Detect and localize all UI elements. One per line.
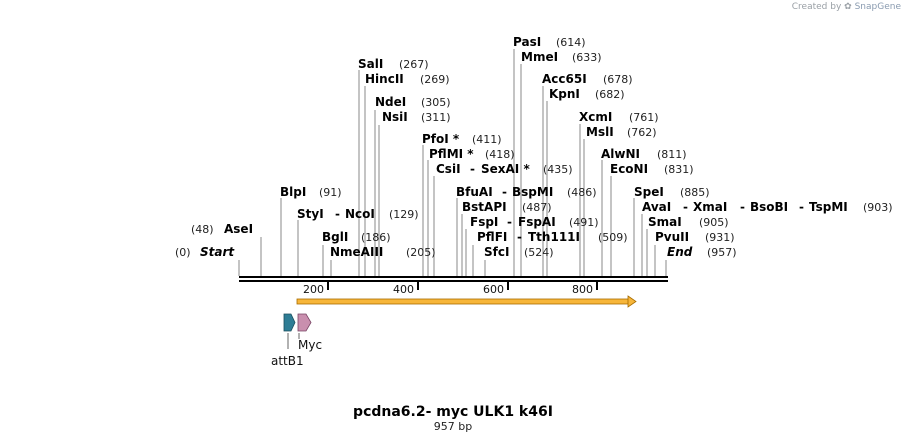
pfoi-pos: (411): [472, 133, 502, 146]
ncoi-label[interactable]: NcoI: [345, 207, 375, 221]
bsobi-separator: -: [799, 200, 804, 214]
plasmid-title: pcdna6.2- myc ULK1 k46I: [353, 404, 553, 420]
snapgene-credit: Created by ✿ SnapGene: [791, 2, 901, 12]
bstapi-label[interactable]: BstAPI: [462, 200, 507, 214]
end-pos: (957): [707, 246, 737, 259]
sali-label[interactable]: SalI: [358, 57, 383, 71]
hincii-label[interactable]: HincII: [365, 72, 404, 86]
sexai-pos: (435): [543, 163, 573, 176]
ruler-ticks: [327, 282, 598, 290]
styi-label[interactable]: StyI: [297, 207, 324, 221]
styi-separator: -: [335, 207, 340, 221]
bspmi-pos: (486): [567, 186, 597, 199]
sfci-pos: (524): [524, 246, 554, 259]
xmai-separator: -: [740, 200, 745, 214]
fspai-label[interactable]: FspAI: [518, 215, 556, 229]
spei-label[interactable]: SpeI: [634, 185, 664, 199]
econi-label[interactable]: EcoNI: [610, 162, 648, 176]
mmei-label[interactable]: MmeI: [521, 50, 558, 64]
start-label: Start: [200, 245, 235, 259]
kpni-label[interactable]: KpnI: [549, 87, 580, 101]
plasmid-length: 957 bp: [434, 420, 472, 433]
blpi-label[interactable]: BlpI: [280, 185, 306, 199]
csii-label[interactable]: CsiI: [436, 162, 461, 176]
leader-lines: [238, 49, 667, 276]
pflfi-separator: -: [517, 230, 522, 244]
alwni-pos: (811): [657, 148, 687, 161]
pflfi-label[interactable]: PflFI: [477, 230, 507, 244]
pflmi-label[interactable]: PflMI *: [429, 147, 474, 161]
acc65i-label[interactable]: Acc65I: [542, 72, 587, 86]
xmai-label[interactable]: XmaI: [693, 200, 727, 214]
smai-label[interactable]: SmaI: [648, 215, 682, 229]
pasi-label[interactable]: PasI: [513, 35, 541, 49]
kpni-pos: (682): [595, 88, 625, 101]
bstapi-pos: (487): [522, 201, 552, 214]
ruler-label-200: 200: [303, 283, 324, 296]
tspmi-label[interactable]: TspMI: [809, 200, 848, 214]
fspai-pos: (491): [569, 216, 599, 229]
ndei-label[interactable]: NdeI: [375, 95, 406, 109]
hincii-pos: (269): [420, 73, 450, 86]
start-pos: (0): [175, 246, 191, 259]
asei-pos: (48): [191, 223, 214, 236]
ruler-label-600: 600: [483, 283, 504, 296]
ncoi-pos: (129): [389, 208, 419, 221]
pvuii-pos: (931): [705, 231, 735, 244]
sexai-label[interactable]: SexAI *: [481, 162, 530, 176]
bgli-pos: (186): [361, 231, 391, 244]
nmeaiii-pos: (205): [406, 246, 436, 259]
ndei-pos: (305): [421, 96, 451, 109]
bsobi-label[interactable]: BsoBI: [750, 200, 788, 214]
bspmi-label[interactable]: BspMI: [512, 185, 553, 199]
tth111i-pos: (509): [598, 231, 628, 244]
fspi-label[interactable]: FspI: [470, 215, 498, 229]
blpi-pos: (91): [319, 186, 342, 199]
tspmi-pos: (903): [863, 201, 893, 214]
pasi-pos: (614): [556, 36, 586, 49]
pvuii-label[interactable]: PvuII: [655, 230, 689, 244]
ruler-label-400: 400: [393, 283, 414, 296]
dna-backbone: [239, 276, 668, 282]
bgli-label[interactable]: BglI: [322, 230, 348, 244]
msli-pos: (762): [627, 126, 657, 139]
mmei-pos: (633): [572, 51, 602, 64]
myc-feature[interactable]: [297, 313, 312, 339]
bfuai-label[interactable]: BfuAI: [456, 185, 493, 199]
end-label: End: [667, 245, 693, 259]
fspi-separator: -: [507, 215, 512, 229]
attb1-feature[interactable]: [283, 313, 296, 349]
orf-arrow[interactable]: [296, 295, 637, 308]
nmeaiii-label[interactable]: NmeAIII: [330, 245, 383, 259]
snapgene-logo-icon: ✿: [844, 2, 852, 12]
avai-separator: -: [683, 200, 688, 214]
xcmi-pos: (761): [629, 111, 659, 124]
pfoi-label[interactable]: PfoI *: [422, 132, 460, 146]
nsii-label[interactable]: NsiI: [382, 110, 408, 124]
myc-label: Myc: [298, 338, 322, 352]
nsii-pos: (311): [421, 111, 451, 124]
acc65i-pos: (678): [603, 73, 633, 86]
ruler-label-800: 800: [572, 283, 593, 296]
sali-pos: (267): [399, 58, 429, 71]
enzyme-labels: (0) Start (48) AseI BlpI (91) StyI - Nco…: [175, 35, 893, 259]
msli-label[interactable]: MslI: [586, 125, 614, 139]
csii-separator: -: [470, 162, 475, 176]
tth111i-label[interactable]: Tth111I: [528, 230, 580, 244]
alwni-label[interactable]: AlwNI: [601, 147, 640, 161]
pflmi-pos: (418): [485, 148, 515, 161]
smai-pos: (905): [699, 216, 729, 229]
asei-label[interactable]: AseI: [224, 222, 253, 236]
xcmi-label[interactable]: XcmI: [579, 110, 612, 124]
sfci-label[interactable]: SfcI: [484, 245, 509, 259]
avai-label[interactable]: AvaI: [642, 200, 671, 214]
attb1-label: attB1: [271, 354, 304, 368]
bfuai-separator: -: [502, 185, 507, 199]
econi-pos: (831): [664, 163, 694, 176]
spei-pos: (885): [680, 186, 710, 199]
